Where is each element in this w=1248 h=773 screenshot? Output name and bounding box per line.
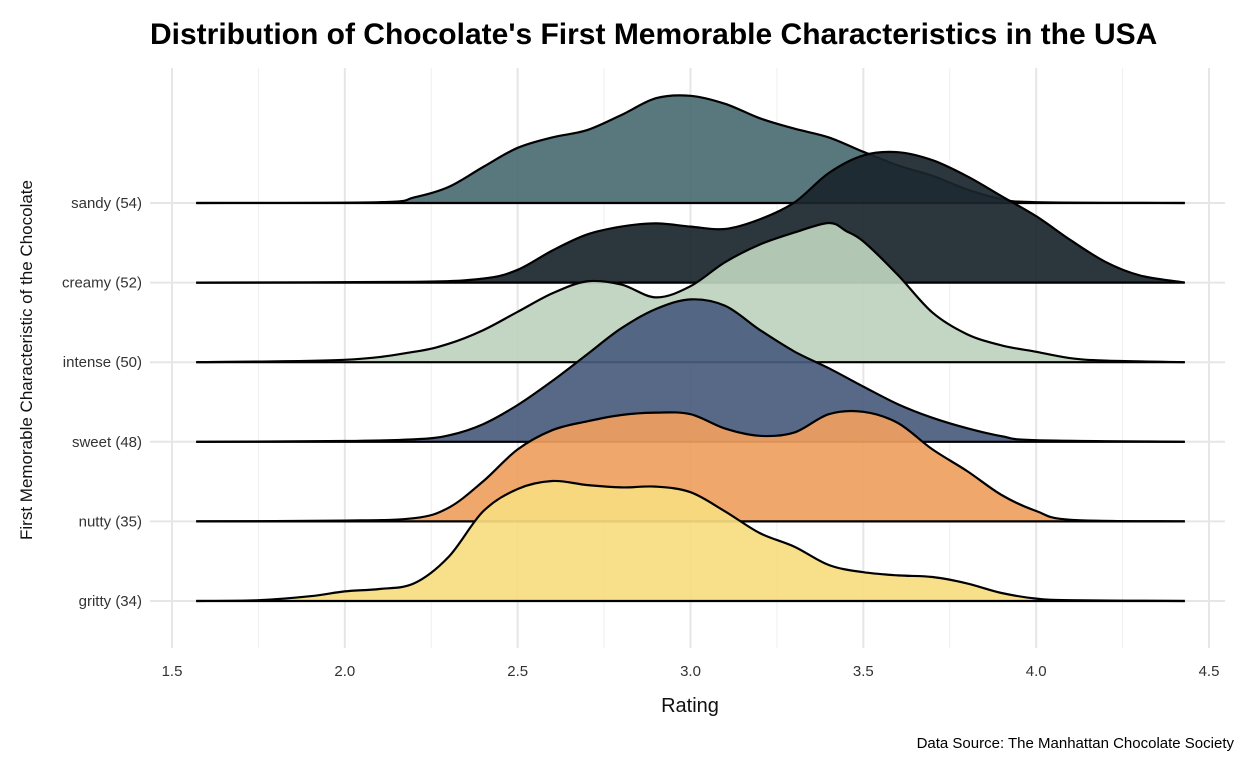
- y-category-label: intense (50): [63, 354, 142, 371]
- ridge-fill: [196, 151, 1185, 283]
- x-tick-label: 3.5: [853, 663, 874, 680]
- x-tick-label: 4.5: [1199, 663, 1220, 680]
- ridge-outline: [196, 479, 1185, 603]
- ridge-fill: [196, 95, 1185, 203]
- y-category-label: gritty (34): [79, 593, 142, 610]
- y-category-label: sweet (48): [72, 434, 142, 451]
- ridge-outline: [196, 221, 1185, 364]
- ridge-outline: [196, 150, 1185, 284]
- x-tick-label: 2.5: [507, 663, 528, 680]
- x-axis-title: Rating: [661, 695, 719, 717]
- x-tick-label: 2.0: [334, 663, 355, 680]
- ridge-fill: [196, 299, 1185, 442]
- y-axis-title: First Memorable Characteristic of the Ch…: [17, 180, 36, 540]
- x-tick-label: 4.0: [1026, 663, 1047, 680]
- ridge-outline: [196, 409, 1185, 523]
- x-tick-label: 1.5: [162, 663, 183, 680]
- ridge-layer: [196, 94, 1185, 603]
- y-category-label: nutty (35): [79, 513, 142, 530]
- ridge-fill: [196, 222, 1185, 363]
- ridge-fill: [196, 410, 1185, 522]
- label-layer: 1.5 2.0 2.5 3.0 3.5 4.0 4.5 sandy (54) creamy (5…: [62, 195, 1219, 680]
- caption: Data Source: The Manhattan Chocolate Soc…: [917, 735, 1235, 752]
- chart-title: Distribution of Chocolate's First Memora…: [150, 18, 1157, 51]
- y-category-label: sandy (54): [71, 195, 142, 212]
- y-category-label: creamy (52): [62, 275, 142, 292]
- ridge-outline: [196, 298, 1185, 443]
- ridge-fill: [196, 480, 1185, 601]
- x-tick-label: 3.0: [680, 663, 701, 680]
